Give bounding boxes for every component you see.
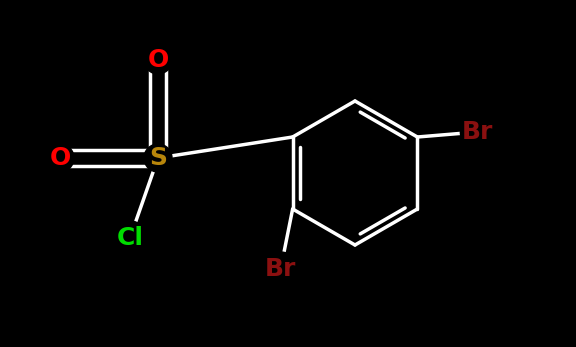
Circle shape [46, 144, 74, 172]
Text: Br: Br [462, 120, 493, 144]
Circle shape [113, 221, 147, 255]
Circle shape [264, 252, 298, 286]
Text: Cl: Cl [116, 226, 143, 250]
Text: S: S [149, 146, 167, 170]
Circle shape [460, 115, 494, 149]
Circle shape [144, 144, 172, 172]
Circle shape [144, 46, 172, 74]
Text: O: O [50, 146, 71, 170]
Text: Br: Br [265, 257, 296, 281]
Text: O: O [147, 48, 169, 72]
